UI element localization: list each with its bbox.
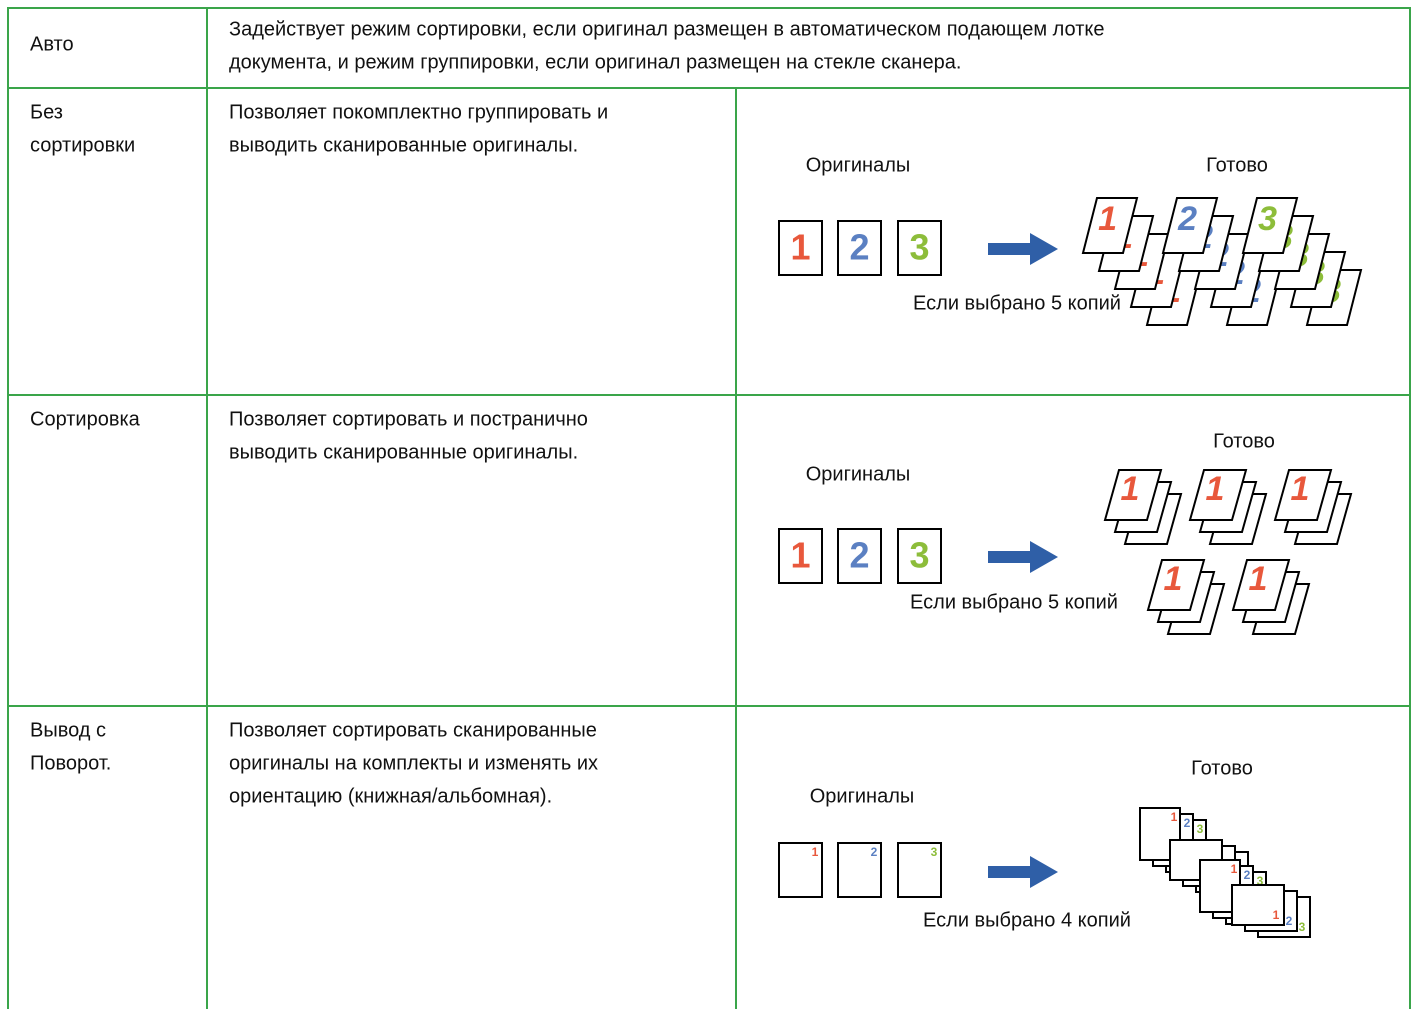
page-number: 1 xyxy=(1206,470,1225,508)
result-label: Готово xyxy=(1213,430,1275,452)
paper-sheet xyxy=(1241,197,1299,254)
page-number: 1 xyxy=(1171,810,1178,824)
page-number: 1 xyxy=(812,845,819,859)
paper-sheet xyxy=(837,528,882,584)
paper-sheet xyxy=(1273,469,1333,521)
originals-label: Оригиналы xyxy=(810,785,915,807)
paper-sheet xyxy=(897,842,942,898)
paper-sheet xyxy=(837,220,882,276)
illustration: 123321321321321ОригиналыГотовоЕсли выбра… xyxy=(778,757,1311,938)
copies-note: Если выбрано 5 копий xyxy=(910,591,1118,613)
mode-name: Сортировка xyxy=(30,408,141,430)
page-number: 2 xyxy=(1286,914,1293,928)
illustration: 123111112222233333ОригиналыГотовоЕсли вы… xyxy=(778,154,1363,326)
page-number: 2 xyxy=(1177,200,1197,238)
page-number: 3 xyxy=(1257,874,1264,888)
paper-sheet xyxy=(778,528,823,584)
page-number: 1 xyxy=(1098,200,1117,238)
copies-note: Если выбрано 5 копий xyxy=(913,292,1121,314)
mode-description: выводить сканированные оригиналы. xyxy=(229,134,578,156)
table-borders xyxy=(7,7,1411,1009)
page-number: 1 xyxy=(1164,560,1183,598)
mode-description: документа, и режим группировки, если ори… xyxy=(229,51,961,73)
paper-sheet xyxy=(1081,197,1139,254)
page-number: 2 xyxy=(1184,816,1191,830)
mode-name: Авто xyxy=(30,33,74,55)
page-number: 1 xyxy=(1273,908,1280,922)
paper-sheet xyxy=(897,220,942,276)
paper-sheet xyxy=(1103,469,1163,521)
mode-description: Позволяет сортировать сканированные xyxy=(229,719,597,741)
paper-sheet xyxy=(1231,559,1291,611)
page-number: 3 xyxy=(1197,822,1204,836)
paper-sheet xyxy=(1161,197,1219,254)
mode-description: ориентацию (книжная/альбомная). xyxy=(229,785,552,807)
mode-name: Поворот. xyxy=(30,752,111,774)
page-number: 1 xyxy=(790,227,810,268)
mode-description: оригиналы на комплекты и изменять их xyxy=(229,752,598,774)
page-number: 2 xyxy=(849,535,869,576)
mode-name: Вывод с xyxy=(30,719,106,741)
paper-sheet xyxy=(1231,884,1285,926)
page-number: 2 xyxy=(1244,868,1251,882)
result-label: Готово xyxy=(1206,154,1268,176)
page-number: 1 xyxy=(1291,470,1310,508)
paper-sheet xyxy=(778,842,823,898)
mode-description: Задействует режим сортировки, если ориги… xyxy=(229,18,1105,40)
page-number: 1 xyxy=(790,535,810,576)
originals-label: Оригиналы xyxy=(806,463,911,485)
page-number: 3 xyxy=(1299,920,1306,934)
result-label: Готово xyxy=(1191,757,1253,779)
paper-sheet xyxy=(778,220,823,276)
page-number: 2 xyxy=(871,845,878,859)
arrow xyxy=(988,541,1058,573)
mode-description: Позволяет покомплектно группировать и xyxy=(229,101,608,123)
copies-note: Если выбрано 4 копий xyxy=(923,909,1131,931)
paper-sheet xyxy=(1188,469,1248,521)
page-number: 1 xyxy=(1121,470,1140,508)
page-number: 1 xyxy=(1231,862,1238,876)
page-number: 3 xyxy=(909,227,929,268)
originals-label: Оригиналы xyxy=(806,154,911,176)
mode-name: сортировки xyxy=(30,134,135,156)
page-number: 3 xyxy=(931,845,938,859)
arrow xyxy=(988,233,1058,265)
page-number: 3 xyxy=(1258,200,1277,238)
mode-description: выводить сканированные оригиналы. xyxy=(229,441,578,463)
page-number: 3 xyxy=(909,535,929,576)
paper-sheet xyxy=(1146,559,1206,611)
page-number: 1 xyxy=(1249,560,1268,598)
mode-description: Позволяет сортировать и постранично xyxy=(229,408,588,430)
illustration: 123321321321321321ОригиналыГотовоЕсли вы… xyxy=(778,430,1353,635)
page-number: 2 xyxy=(849,227,869,268)
paper-sheet xyxy=(837,842,882,898)
mode-name: Без xyxy=(30,101,63,123)
paper-sheet xyxy=(897,528,942,584)
arrow xyxy=(988,856,1058,888)
